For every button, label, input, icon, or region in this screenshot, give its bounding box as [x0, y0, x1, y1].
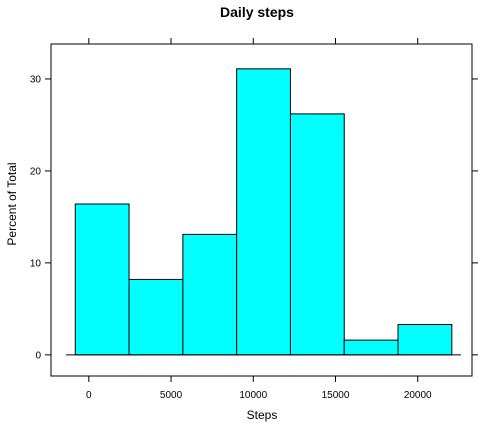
x-tick-label: 15000	[322, 390, 350, 401]
chart-title: Daily steps	[220, 4, 294, 20]
y-tick-label: 0	[35, 350, 41, 361]
histogram-bar-5	[289, 113, 345, 356]
y-tick-label: 30	[30, 74, 42, 85]
histogram-bar-2	[128, 278, 184, 356]
histogram-bar-7	[397, 323, 453, 356]
y-tick-label: 20	[30, 166, 42, 177]
x-axis-label: Steps	[247, 408, 278, 422]
x-tick-label: 5000	[160, 390, 183, 401]
y-axis: 0 10 20 30	[30, 74, 478, 361]
x-tick-label: 20000	[404, 390, 432, 401]
plot-panel-border	[50, 43, 473, 377]
histogram-bar-4	[236, 68, 291, 356]
histogram-bar-1	[74, 203, 130, 356]
histogram-bar-6	[343, 339, 399, 356]
y-axis-label: Percent of Total	[5, 162, 19, 245]
y-tick-label: 10	[30, 258, 42, 269]
x-axis: 0 5000 10000 15000 20000	[86, 38, 432, 401]
bars-group	[74, 68, 453, 356]
x-tick-label: 10000	[239, 390, 267, 401]
x-tick-label: 0	[86, 390, 92, 401]
histogram-bar-3	[182, 233, 238, 356]
